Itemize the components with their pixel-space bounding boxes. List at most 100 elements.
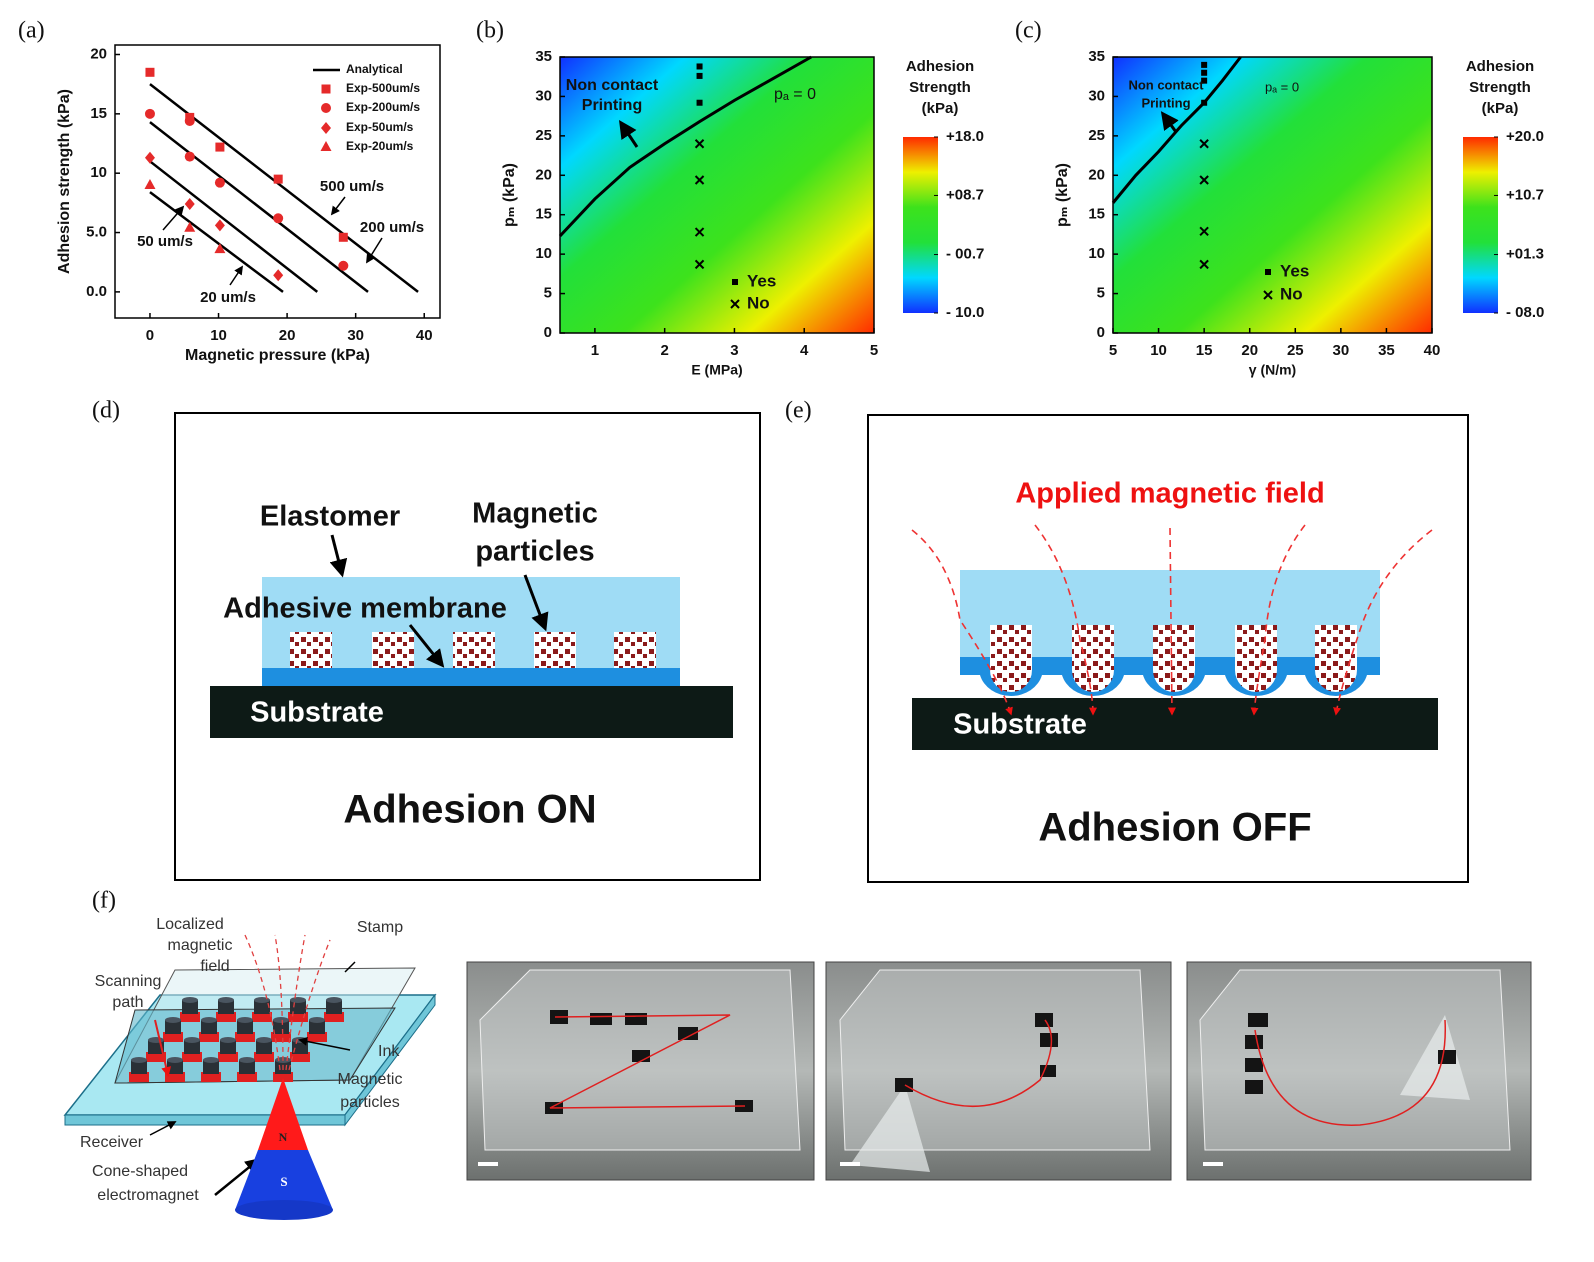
photo-shape-shape [1438,1050,1456,1064]
y-tick-label: 0 [544,324,552,341]
y-tick-label: 30 [1088,87,1105,104]
analytical-line [149,160,319,293]
marker [144,108,155,119]
marker [1265,269,1271,275]
panel-f-shape-shape [285,934,306,1071]
y-tick-label: 15 [90,105,107,122]
ink-pillar [201,1072,221,1082]
y-tick-label: 35 [1088,48,1105,65]
legend-label: Exp-20um/s [346,139,414,153]
panel-d-shape [614,632,656,668]
colorbar-title: Strength [909,79,971,96]
panel-e-shape-shape [1072,625,1114,692]
panel-e: (e) Applied magnetic field Substrate Adh… [785,398,1469,883]
marker [144,151,155,164]
ink-pillar [184,1040,200,1054]
colorbar-title: (kPa) [1482,100,1519,117]
label: Substrate [953,709,1087,741]
marker [214,219,225,232]
x-tick-label: 35 [1378,342,1395,359]
photo-shape [1203,1162,1223,1166]
x-axis-label: γ (N/m) [1249,362,1296,378]
ink-pillar [220,1040,236,1054]
marker [1199,139,1209,149]
ink-pillar [309,1017,325,1023]
x-tick-label: 10 [1150,342,1167,359]
legend-label: Exp-500um/s [346,81,420,95]
marker [696,72,703,79]
x-tick-label: 2 [660,342,668,359]
colorbar-tick-label: +10.7 [1506,186,1544,203]
y-tick-label: 30 [535,87,552,104]
panel-f-shape [344,961,356,973]
annotation: pₐ = 0 [1265,79,1299,94]
ink-pillar [167,1057,183,1063]
ink-pillar [201,1020,217,1034]
photo [1186,961,1532,1181]
label: Adhesive membrane [223,593,507,625]
photo-shape-shape [590,1013,612,1025]
contour-line [1111,56,1242,204]
annotation: 500 um/s [320,178,384,195]
panel-f-shape [235,1150,333,1210]
annotation: Printing [582,97,642,114]
ink-pillar [131,1060,147,1074]
label: Magnetic [338,1071,403,1088]
photo [466,961,815,1181]
panel-d-shape [372,632,414,668]
label: Applied magnetic field [1015,478,1324,510]
marker [320,141,332,151]
annotation: Non contact [1128,77,1204,92]
colorbar-tick-label: +18.0 [946,128,984,145]
x-tick-label: 20 [1241,342,1258,359]
panel-e-shape-shape [1250,524,1306,716]
y-tick-label: 5 [1097,285,1105,302]
label: Elastomer [260,501,400,533]
ink-pillar [237,1020,253,1034]
colorbar-tick-label: - 00.7 [946,246,984,263]
y-tick-label: 20 [90,45,107,62]
annotation: 50 um/s [137,233,193,250]
marker [694,259,705,270]
marker [1201,61,1208,68]
panel-f-shape [344,993,436,1127]
ink-pillar [239,1060,255,1074]
x-tick-label: 30 [1333,342,1350,359]
annotation-arrow [619,120,639,148]
annotation-arrow [162,205,185,231]
x-tick-label: 0 [146,327,154,344]
panel-d-shape [523,574,549,632]
y-tick-label: 10 [1088,245,1105,262]
ink-pillar [237,1017,253,1023]
panel-d-shape [262,668,680,686]
pole-label: S [280,1174,287,1189]
panel-f-shape-shape [274,934,284,1071]
photo-shape [839,969,1151,1151]
marker [694,227,705,237]
panel-d-shape [534,632,576,668]
panel-d-shape [408,624,445,668]
colorbar [903,137,938,313]
panel-label: (b) [476,18,504,44]
marker [1263,290,1273,300]
panel-e-shape-shape [1153,625,1195,692]
label: Ink [378,1043,400,1060]
marker [1199,175,1209,185]
ink-pillar [182,997,198,1003]
legend-label: No [1280,284,1303,303]
y-tick-label: 25 [1088,127,1105,144]
ink-pillar [326,1000,342,1014]
marker [338,232,348,242]
ink-pillar [252,1012,272,1022]
ink-pillar [273,1072,293,1082]
legend-label: Yes [747,271,776,290]
photo-shape-shape [1245,1035,1263,1049]
panel-d-shape [453,632,495,668]
panel-d-shape [210,686,733,738]
y-tick-label: 5 [544,285,552,302]
y-axis-label: Adhesion strength (kPa) [56,89,73,274]
colorbar-tick-label: - 10.0 [946,304,984,321]
pole-label: N [279,1130,288,1144]
x-tick-label: 1 [591,342,599,359]
annotation: Non contact [566,77,659,94]
